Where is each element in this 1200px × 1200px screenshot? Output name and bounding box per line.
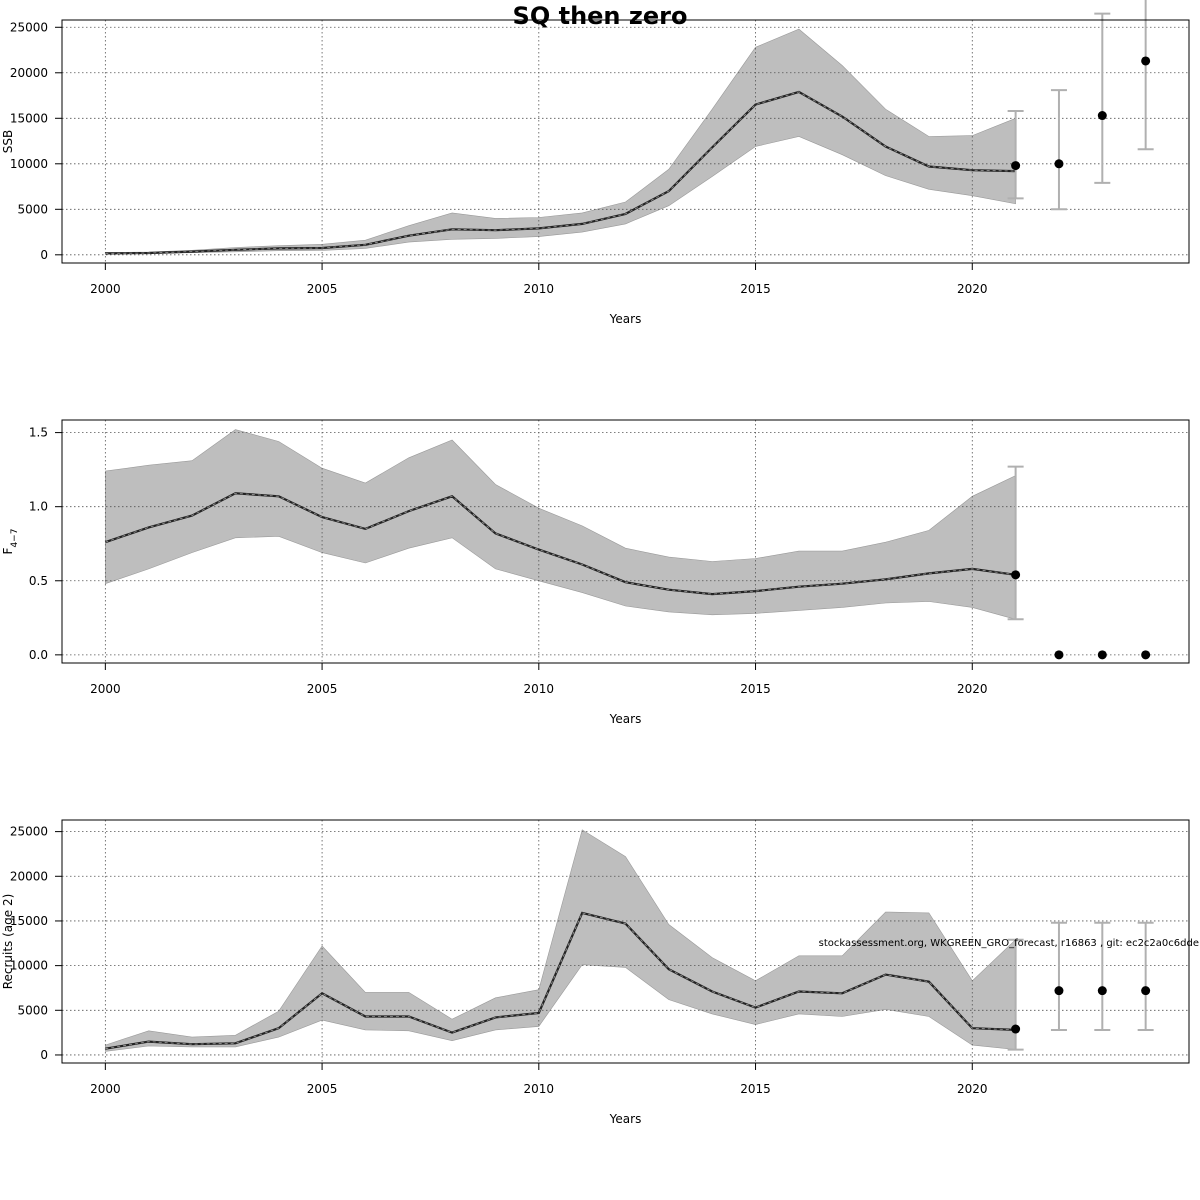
x-axis-label: Years xyxy=(609,712,642,726)
y-tick-label: 5000 xyxy=(17,1003,48,1017)
y-tick-label: 1.5 xyxy=(29,426,48,440)
recruits-panel: 2000 2005 2010 2015 2020 Years 0 5000 10000 15000… xyxy=(1,819,1190,1126)
y-axis-label: Recruits (age 2) xyxy=(1,894,15,990)
recruits-plot-frame xyxy=(61,819,1190,1064)
ssb-forecast-point xyxy=(1011,161,1021,171)
y-tick-label: 10000 xyxy=(10,959,48,973)
fbar-panel: 2000 2005 2010 2015 2020 Years 0.0 0.5 1.0 1.5 F4−… xyxy=(1,419,1190,726)
x-tick-label: 2005 xyxy=(307,1082,338,1096)
y-tick-label: 0 xyxy=(40,248,48,262)
fbar-forecast-point xyxy=(1011,570,1021,580)
y-tick-label: 0.0 xyxy=(29,648,48,662)
recruits-forecast-point xyxy=(1097,986,1107,996)
recruits-forecast-point xyxy=(1011,1024,1021,1034)
y-tick-label: 5000 xyxy=(17,202,48,216)
fbar-forecast-point xyxy=(1054,650,1064,660)
ssb-estimate-line-dash xyxy=(105,91,1016,254)
x-axis-label: Years xyxy=(609,312,642,326)
x-tick-label: 2000 xyxy=(90,282,121,296)
y-tick-label: 20000 xyxy=(10,869,48,883)
fbar-estimate-line-dash xyxy=(105,492,1016,595)
x-tick-label: 2020 xyxy=(957,682,988,696)
y-axis-label: SSB xyxy=(1,130,15,153)
y-tick-label: 10000 xyxy=(10,157,48,171)
y-tick-label: 15000 xyxy=(10,914,48,928)
ssb-plot-frame xyxy=(61,19,1190,264)
y-axis-label: F4−7 xyxy=(1,529,20,555)
ssb-forecast-point xyxy=(1097,111,1107,121)
x-tick-label: 2005 xyxy=(307,282,338,296)
y-tick-label: 25000 xyxy=(10,20,48,34)
x-tick-label: 2010 xyxy=(524,282,555,296)
recruits-forecast-point xyxy=(1141,986,1151,996)
x-tick-label: 2010 xyxy=(524,682,555,696)
fbar-forecast-point xyxy=(1141,650,1151,660)
ssb-forecast-point xyxy=(1141,56,1151,66)
y-tick-label: 1.0 xyxy=(29,500,48,514)
y-tick-label: 25000 xyxy=(10,825,48,839)
chart-title: SQ then zero xyxy=(513,2,688,30)
ssb-confidence-band xyxy=(105,28,1016,255)
x-tick-label: 2010 xyxy=(524,1082,555,1096)
x-tick-label: 2015 xyxy=(740,1082,771,1096)
x-tick-label: 2005 xyxy=(307,682,338,696)
fbar-plot-frame xyxy=(61,419,1190,664)
x-tick-label: 2000 xyxy=(90,682,121,696)
ssb-panel: 2000 2005 2010 2015 2020 Years 0 5000 10000 15000… xyxy=(1,0,1190,326)
footnote-text: stockassessment.org, WKGREEN_GRO_forecas… xyxy=(819,938,1199,949)
x-tick-label: 2000 xyxy=(90,1082,121,1096)
x-axis-label: Years xyxy=(609,1112,642,1126)
fbar-confidence-band xyxy=(105,429,1016,620)
recruits-estimate-line xyxy=(105,911,1016,1050)
y-tick-label: 0 xyxy=(40,1048,48,1062)
y-tick-label: 0.5 xyxy=(29,574,48,588)
fbar-forecast-point xyxy=(1097,650,1107,660)
x-tick-label: 2020 xyxy=(957,1082,988,1096)
ssb-forecast-point xyxy=(1054,159,1064,169)
recruits-forecast-point xyxy=(1054,986,1064,996)
x-tick-label: 2020 xyxy=(957,282,988,296)
y-axis-label-subscript: 4−7 xyxy=(10,529,20,548)
y-tick-label: 15000 xyxy=(10,111,48,125)
y-tick-label: 20000 xyxy=(10,66,48,80)
x-tick-label: 2015 xyxy=(740,282,771,296)
x-tick-label: 2015 xyxy=(740,682,771,696)
